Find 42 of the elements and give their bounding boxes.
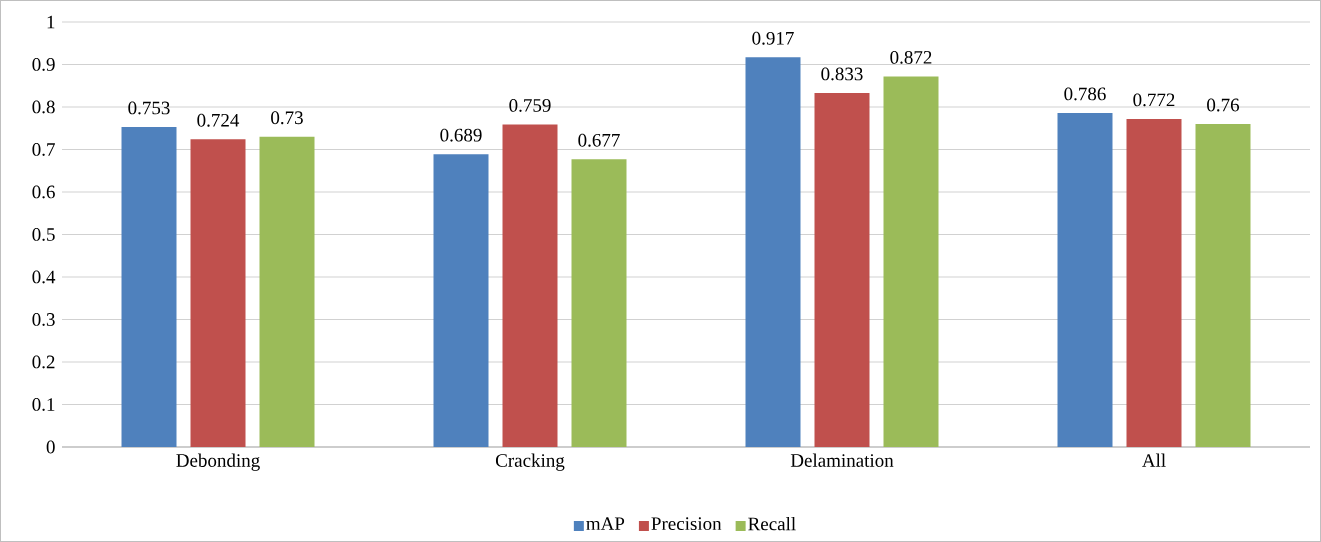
data-label: 0.759: [509, 99, 551, 112]
data-label: 0.724: [197, 113, 240, 127]
data-label: 0.677: [578, 133, 620, 147]
data-label: 0.689: [440, 128, 482, 142]
data-label: 0.833: [821, 67, 863, 81]
bar: [1195, 124, 1251, 447]
bar: [1126, 118, 1182, 447]
legend-label: Recall: [748, 516, 796, 531]
y-tick-label: 0.7: [32, 143, 55, 156]
bar: [1057, 112, 1113, 447]
x-tick-label: Cracking: [495, 453, 565, 471]
y-tick-label: 0: [46, 440, 55, 454]
data-label: 0.76: [1207, 98, 1240, 112]
data-label: 0.772: [1133, 93, 1175, 107]
legend-label: Precision: [651, 517, 722, 531]
data-label: 0.786: [1064, 87, 1106, 101]
y-tick-label: 0.6: [32, 185, 55, 199]
bar: [121, 126, 177, 447]
y-tick-label: 0.4: [32, 270, 56, 284]
bar: [190, 139, 246, 447]
data-label: 0.872: [890, 50, 932, 64]
x-tick-label: Debonding: [176, 453, 260, 471]
y-tick-label: 0.5: [32, 228, 55, 241]
data-label: 0.753: [128, 101, 170, 115]
bar: [433, 154, 489, 447]
y-tick-label: 0.1: [32, 398, 55, 411]
bar: [883, 76, 939, 447]
data-label: 0.73: [271, 111, 303, 125]
bar: [502, 124, 558, 447]
legend-label: mAP: [586, 517, 625, 530]
x-tick-label: Delamination: [790, 453, 894, 467]
y-tick-label: 1: [47, 15, 55, 29]
bar: [571, 159, 627, 447]
y-tick-label: 0.3: [32, 313, 55, 326]
x-tick-label: All: [1142, 453, 1166, 467]
y-tick-label: 0.2: [32, 355, 55, 369]
bar: [259, 136, 315, 447]
bar: [814, 92, 870, 447]
y-tick-label: 0.8: [32, 100, 55, 114]
data-label: 0.917: [752, 31, 794, 45]
bar: [745, 57, 801, 447]
y-tick-label: 0.9: [32, 58, 55, 71]
